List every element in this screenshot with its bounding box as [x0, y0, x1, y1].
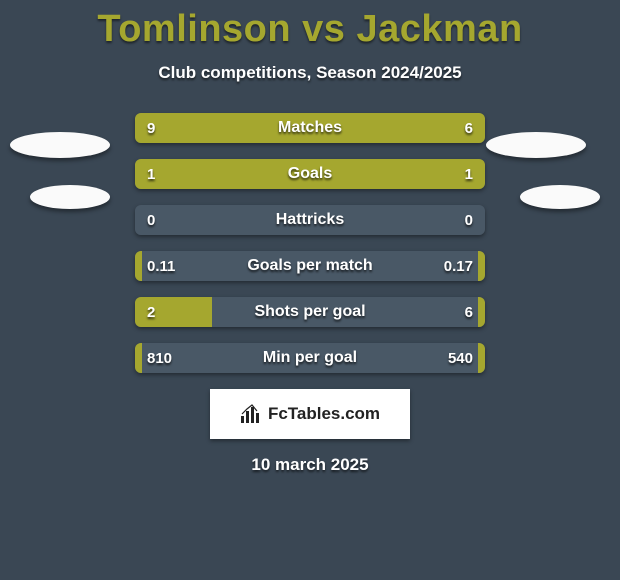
stat-row: 00Hattricks [135, 205, 485, 235]
stat-value-right: 0.17 [444, 251, 473, 281]
brand-badge: FcTables.com [210, 389, 410, 439]
stat-value-left: 2 [147, 297, 155, 327]
stat-bar-right [310, 159, 485, 189]
player-badge-left [10, 132, 110, 158]
stat-bar-left [135, 343, 142, 373]
stat-bar-left [135, 251, 142, 281]
stat-value-left: 1 [147, 159, 155, 189]
stat-bar-left [135, 159, 310, 189]
stat-row: 96Matches [135, 113, 485, 143]
stat-row: 11Goals [135, 159, 485, 189]
page-subtitle: Club competitions, Season 2024/2025 [0, 63, 620, 83]
stat-row: 26Shots per goal [135, 297, 485, 327]
stat-value-right: 540 [448, 343, 473, 373]
stat-row-bg [135, 343, 485, 373]
stat-bar-right [478, 251, 485, 281]
stat-value-right: 0 [465, 205, 473, 235]
player-badge-left [30, 185, 110, 209]
stat-value-left: 810 [147, 343, 172, 373]
stat-bar-left [135, 113, 345, 143]
page-title: Tomlinson vs Jackman [0, 0, 620, 51]
stat-value-left: 9 [147, 113, 155, 143]
bar-chart-icon [240, 404, 262, 424]
chart-date: 10 march 2025 [0, 455, 620, 475]
stat-value-right: 6 [465, 113, 473, 143]
stat-row: 810540Min per goal [135, 343, 485, 373]
stat-row-bg [135, 205, 485, 235]
stat-value-right: 1 [465, 159, 473, 189]
stat-bar-right [478, 297, 485, 327]
player-badge-right [486, 132, 586, 158]
stat-value-left: 0 [147, 205, 155, 235]
brand-text: FcTables.com [268, 404, 380, 424]
comparison-chart: 96Matches11Goals00Hattricks0.110.17Goals… [0, 113, 620, 373]
stat-row: 0.110.17Goals per match [135, 251, 485, 281]
player-badge-right [520, 185, 600, 209]
stat-bar-right [478, 343, 485, 373]
stat-value-left: 0.11 [147, 251, 175, 281]
stat-row-bg [135, 251, 485, 281]
stat-value-right: 6 [465, 297, 473, 327]
